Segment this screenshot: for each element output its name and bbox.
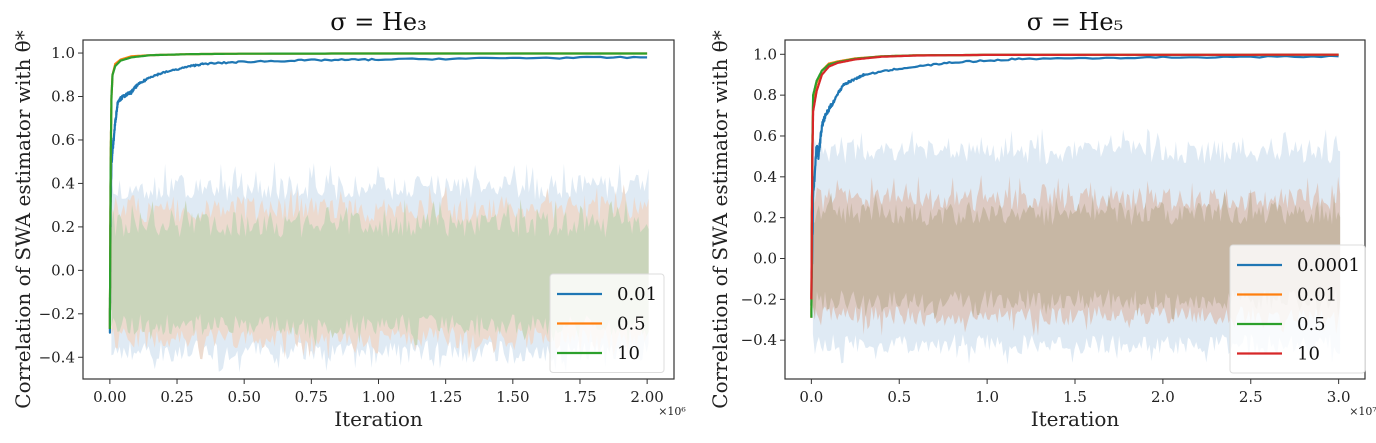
y-tick-label: 1.0 [753,45,777,63]
x-tick-label: 0.50 [227,388,260,406]
x-tick-label: 1.5 [1063,388,1087,406]
y-tick-label: 0.0 [753,250,777,268]
x-tick-label: 1.75 [563,388,596,406]
y-tick-label: 1.0 [51,44,75,62]
y-tick-label: −0.4 [39,348,75,366]
x-axis-multiplier: ×10⁷ [1349,405,1376,418]
legend-label: 0.0001 [1297,255,1360,276]
noise-band-2 [111,199,649,347]
x-tick-label: 2.0 [1151,388,1175,406]
legend-label: 10 [1297,344,1320,365]
legend-label: 0.01 [617,284,657,305]
chart-title: σ = He₅ [1027,8,1124,36]
x-tick-label: 0.75 [295,388,328,406]
x-tick-label: 1.25 [429,388,462,406]
y-tick-label: 0.6 [753,127,777,145]
y-tick-label: −0.2 [741,290,777,308]
y-axis-label: Correlation of SWA estimator with θ* [11,30,35,408]
y-tick-label: 0.8 [51,88,75,106]
legend-label: 10 [617,343,640,364]
y-tick-label: −0.2 [39,305,75,323]
y-tick-label: 0.4 [753,168,777,186]
x-tick-label: 0.0 [799,388,823,406]
x-axis-label: Iteration [1031,407,1120,431]
x-axis-label: Iteration [334,407,423,431]
x-tick-label: 2.00 [630,388,663,406]
x-tick-label: 0.00 [93,388,126,406]
y-tick-label: −0.4 [741,331,777,349]
y-tick-label: 0.6 [51,131,75,149]
x-tick-label: 1.00 [362,388,395,406]
x-tick-label: 2.5 [1239,388,1263,406]
noise-band-2 [812,189,1341,320]
x-tick-label: 3.0 [1327,388,1351,406]
legend-label: 0.01 [1297,285,1337,306]
x-tick-label: 0.25 [160,388,193,406]
x-tick-label: 0.5 [887,388,911,406]
y-tick-label: 0.8 [753,86,777,104]
y-tick-label: 0.2 [753,209,777,227]
series-line-0.0001 [810,54,1339,306]
legend-box [1229,244,1366,374]
y-axis-label: Correlation of SWA estimator with θ* [708,30,732,408]
y-tick-label: 0.4 [51,174,75,192]
legend-label: 0.5 [1297,314,1326,335]
y-tick-label: 0.2 [51,218,75,236]
x-tick-label: 1.0 [975,388,999,406]
x-axis-multiplier: ×10⁶ [658,405,686,418]
left-subplot: 0.00 0.25 0.50 0.75 1.00 1.25 1.50 1.75 2.00 −0.4… [11,8,686,431]
right-subplot: 0.0 0.5 1.0 1.5 2.0 2.5 3.0 −0.4 −0.2 0.0 0.2 0.4 0.… [708,8,1376,431]
x-tick-label: 1.50 [496,388,529,406]
series-line-10 [810,53,1339,300]
series-line-0.01 [108,55,648,334]
y-tick-label: 0.0 [51,261,75,279]
legend-label: 0.5 [617,314,646,335]
series-line-10 [108,52,648,329]
legend-box [549,273,665,373]
chart-title: σ = He₃ [330,8,427,36]
